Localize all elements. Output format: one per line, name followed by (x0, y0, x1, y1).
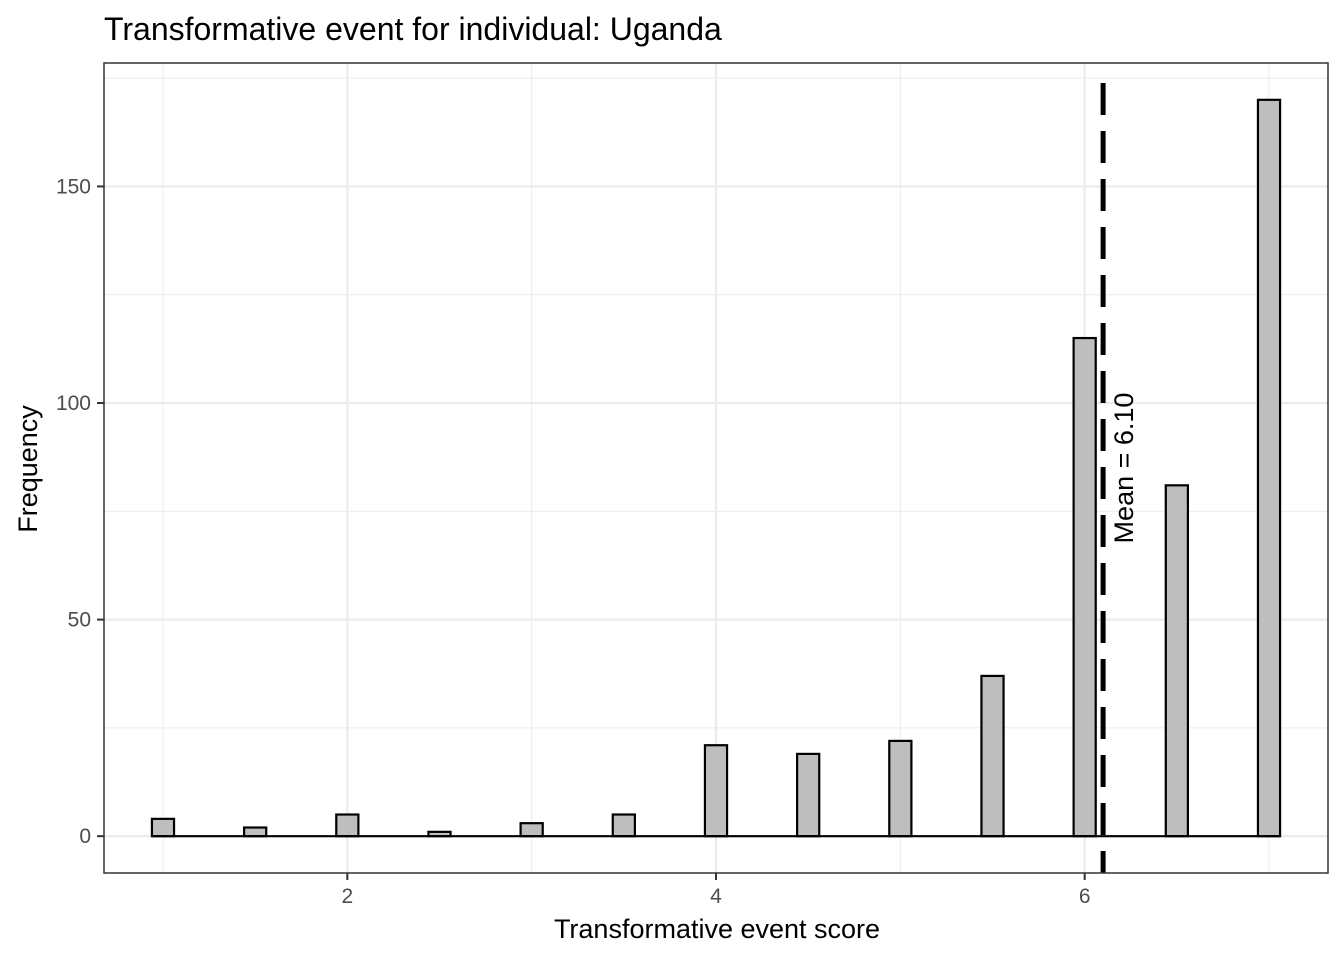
histogram-bar (611, 813, 636, 838)
mean-annotation: Mean = 6.10 (1100, 83, 1139, 873)
mean-label: Mean = 6.10 (1109, 393, 1139, 544)
y-tick-label: 150 (56, 175, 91, 198)
x-tick-label: 2 (341, 885, 353, 908)
x-axis: 2 4 6 (341, 873, 1091, 908)
histogram-bar (519, 822, 544, 838)
histogram-bar (1072, 336, 1097, 838)
histogram-bar (1164, 484, 1190, 838)
bars (150, 98, 1282, 838)
x-tick-label: 6 (1079, 885, 1091, 908)
histogram-bar (888, 739, 913, 838)
histogram-bar (796, 752, 821, 838)
y-tick-label: 0 (79, 825, 91, 848)
histogram-bar (980, 674, 1005, 838)
x-tick-label: 4 (710, 885, 722, 908)
y-axis: 0 50 100 150 (56, 175, 104, 848)
histogram-bar (242, 826, 268, 838)
y-tick-label: 100 (56, 392, 91, 415)
y-axis-title: Frequency (13, 405, 43, 533)
histogram-bar (703, 744, 729, 838)
y-tick-label: 50 (68, 609, 91, 632)
x-axis-title: Transformative event score (554, 914, 880, 944)
histogram-bar (1256, 98, 1282, 838)
chart-title: Transformative event for individual: Uga… (104, 11, 722, 47)
histogram-bar (335, 813, 360, 838)
histogram-bar (150, 817, 176, 838)
